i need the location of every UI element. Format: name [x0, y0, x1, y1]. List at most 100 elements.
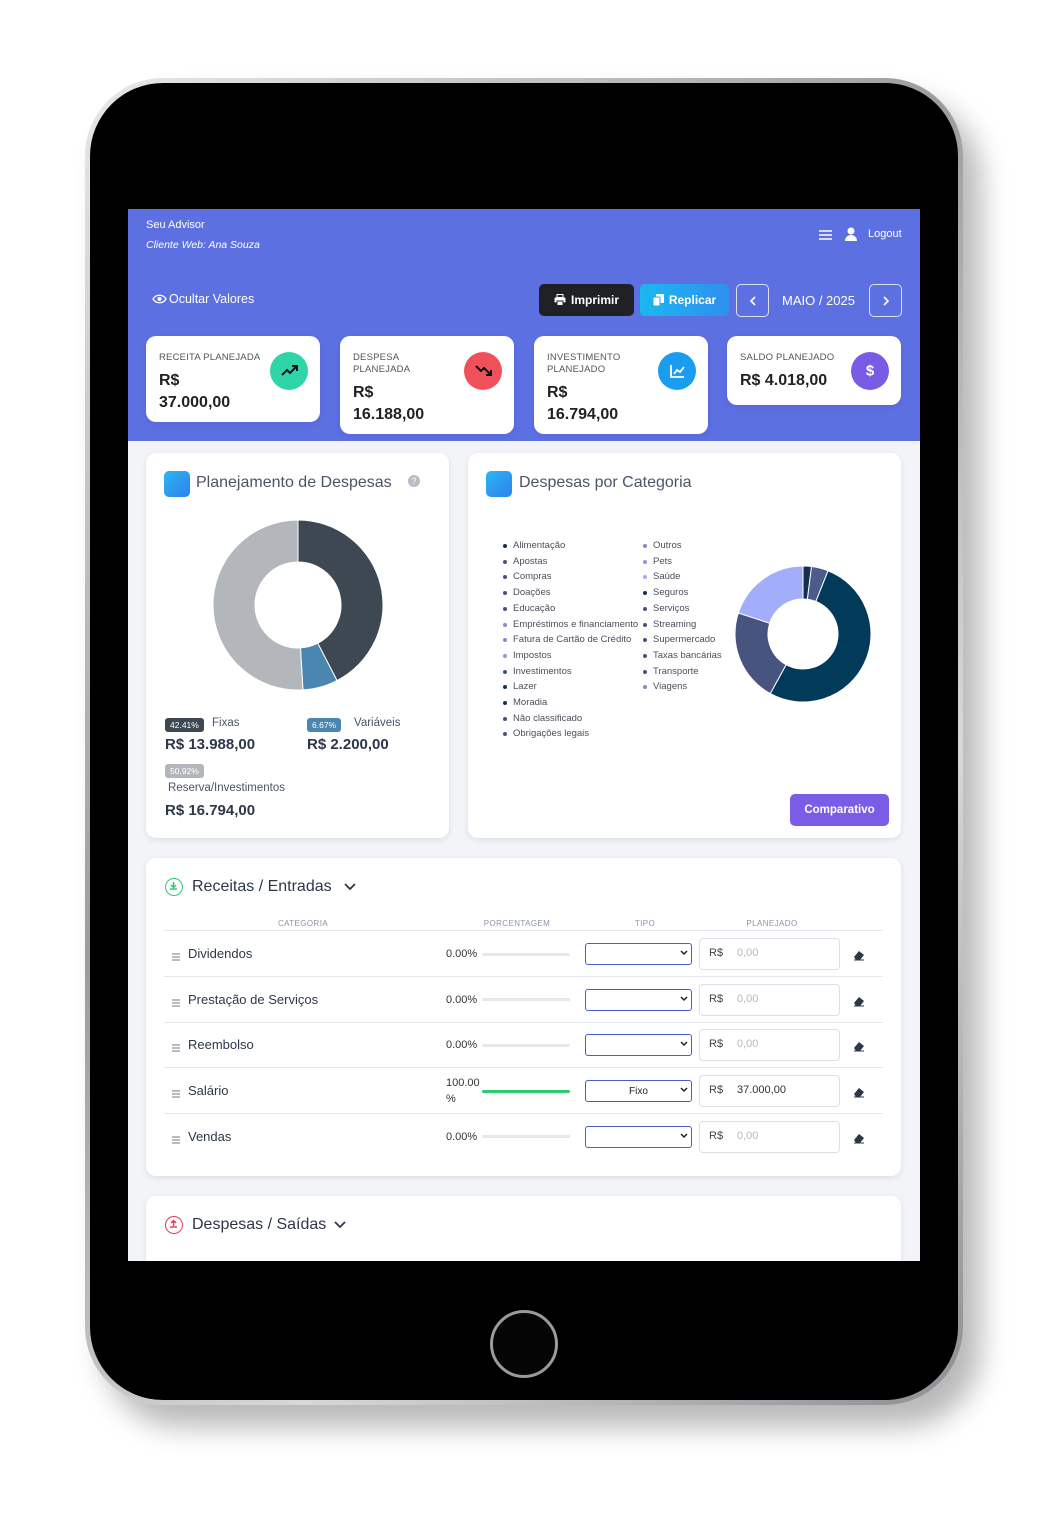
column-header: CATEGORIA	[277, 919, 329, 928]
summary-icon	[658, 352, 696, 390]
chevron	[680, 996, 688, 1001]
screen: Seu Advisor Cliente Web: Ana Souza Logou…	[128, 209, 920, 1261]
summary-label: RECEITA PLANEJADA	[159, 352, 261, 363]
print-button[interactable]: Imprimir	[539, 284, 634, 316]
summary-value: R$ 16.188,00	[353, 384, 425, 423]
menu-icon[interactable]	[818, 228, 834, 242]
donut-segment	[212, 519, 304, 691]
legend-label: Não classificado	[513, 712, 583, 724]
planned-input[interactable]: R$ 0,00	[699, 983, 840, 1016]
select-arrow	[680, 1040, 688, 1051]
planned-input[interactable]: R$ 0,00	[699, 938, 840, 970]
progress-track	[482, 952, 570, 956]
donut-segment	[737, 565, 804, 624]
expense-icon	[165, 1216, 183, 1234]
legend-label: Variáveis	[354, 717, 401, 729]
planned-input[interactable]: R$ 0,00	[699, 1120, 840, 1153]
erase-icon[interactable]	[853, 948, 865, 966]
progress-track	[482, 998, 570, 1002]
percent-label: 100.00 %	[446, 1077, 480, 1106]
legend-dot	[643, 653, 647, 658]
select-arrow	[680, 1132, 688, 1143]
legend-dot	[503, 575, 507, 580]
type-select[interactable]	[585, 988, 692, 1011]
row-icon	[171, 949, 181, 967]
planned-value: 0,00	[737, 1129, 759, 1142]
prev-button[interactable]	[736, 284, 769, 317]
summary-card: RECEITA PLANEJADA R$ 37.000,00	[146, 336, 320, 422]
coins-icon	[172, 1090, 180, 1099]
erase-icon[interactable]	[853, 994, 865, 1012]
legend-dot	[643, 669, 647, 674]
legend-label: Empréstimos e financiamento	[513, 618, 639, 630]
legend-dot	[643, 622, 647, 627]
legend-label: Taxas bancárias	[653, 649, 722, 661]
legend-dot	[643, 559, 647, 564]
chevron	[680, 1041, 688, 1047]
legend-label: Compras	[513, 571, 552, 583]
legend-dot	[503, 544, 507, 548]
erase-icon[interactable]	[853, 1131, 865, 1149]
collapse-chevron[interactable]	[333, 1220, 347, 1230]
coins-icon	[172, 998, 180, 1007]
logout[interactable]: Logout	[868, 228, 902, 240]
help-icon[interactable]: ?	[408, 475, 420, 487]
hide-values[interactable]: Ocultar Valores	[169, 292, 255, 306]
type-select[interactable]	[585, 1125, 692, 1148]
compare-button[interactable]: Comparativo	[790, 794, 889, 826]
summary-icon: $	[851, 352, 889, 390]
chart-title: Despesas por Categoria	[519, 474, 692, 491]
icon	[475, 365, 492, 376]
erase-icon[interactable]	[853, 1039, 865, 1057]
svg-text:$: $	[866, 363, 875, 380]
type-select[interactable]	[585, 1034, 692, 1057]
percent-label: 0.00%	[446, 948, 478, 960]
eye-icon	[152, 294, 167, 304]
summary-card: SALDO PLANEJADO R$ 4.018,00 $	[727, 336, 901, 405]
percent-label: 0.00%	[446, 1130, 478, 1143]
next-button[interactable]	[869, 284, 902, 317]
legend-label: Apostas	[513, 555, 548, 567]
row-icon	[171, 995, 181, 1013]
home-button[interactable]	[490, 1310, 558, 1378]
print-label: Imprimir	[570, 293, 619, 307]
currency: R$	[709, 947, 724, 959]
erase-icon[interactable]	[853, 1085, 865, 1103]
progress-bar	[482, 1089, 570, 1093]
planned-input[interactable]: R$ 0,00	[699, 1029, 840, 1062]
legend-amount: R$ 16.794,00	[165, 802, 256, 819]
planned-input[interactable]: R$ 37.000,00	[699, 1075, 840, 1108]
category-name: Reembolso	[188, 1037, 254, 1053]
donut-segment	[297, 519, 384, 682]
icon	[670, 365, 685, 378]
legend-label: Moradia	[513, 697, 548, 708]
print-icon	[554, 294, 566, 306]
eraser	[854, 1042, 864, 1052]
legend-label: Alimentação	[513, 540, 566, 551]
legend-label: Reserva/Investimentos	[168, 782, 285, 794]
replicate-label: Replicar	[668, 293, 717, 307]
type-select[interactable]: Fixo	[585, 1080, 692, 1103]
row-icon	[171, 1086, 181, 1104]
progress-track	[482, 1089, 570, 1093]
legend-dot	[503, 701, 507, 705]
expense-card: Despesas / Saídas CATEGORIAPORCENTAGEMTI…	[146, 1196, 901, 1261]
separator	[164, 1067, 883, 1069]
legend-label: Pets	[653, 555, 673, 567]
summary-value: R$ 37.000,00	[159, 372, 231, 411]
legend-dot	[503, 685, 507, 690]
eraser	[854, 1088, 864, 1098]
planned-value: 0,00	[737, 947, 759, 959]
income-icon	[165, 878, 183, 896]
donut-chart	[734, 565, 872, 703]
chart-title: Planejamento de Despesas	[196, 474, 392, 491]
chevron	[680, 1087, 688, 1093]
currency: R$	[709, 1038, 724, 1051]
type-select[interactable]	[585, 943, 692, 965]
summary-label: INVESTIMENTO PLANEJADO	[547, 352, 621, 375]
collapse-chevron[interactable]	[343, 882, 357, 892]
replicate-button[interactable]: Replicar	[640, 284, 729, 316]
legend-dot	[643, 575, 647, 580]
icon	[170, 1219, 177, 1228]
summary-icon	[464, 352, 502, 390]
